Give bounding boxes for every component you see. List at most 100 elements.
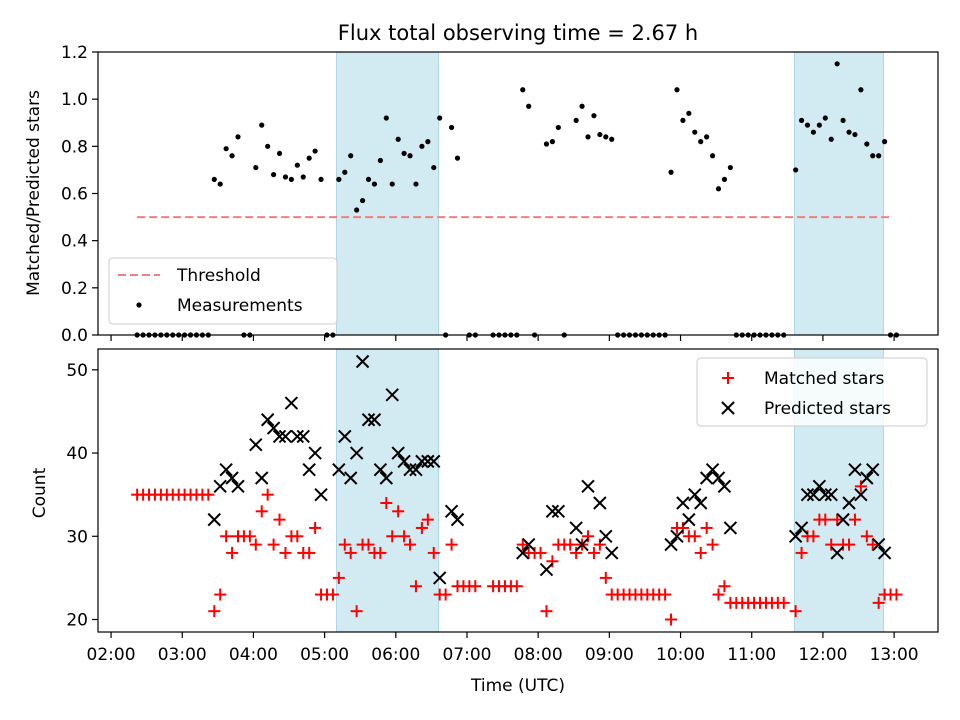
predicted-point [694,496,708,510]
matched-point [380,496,393,509]
predicted-point [344,471,358,485]
predicted-legend-label: Predicted stars [764,399,891,419]
y-tick-label: 0.8 [61,137,88,157]
measurement-point [454,155,461,161]
x-tick-label: 05:00 [300,645,349,665]
predicted-point [249,438,263,452]
measurement-point [727,164,733,171]
measurement-point [294,162,300,168]
measurement-point [365,176,372,182]
predicted-point [432,571,447,585]
measurement-point [591,113,597,119]
measurement-point [709,153,716,159]
measurement-point [834,61,840,67]
x-tick-label: 12:00 [798,645,847,665]
predicted-point [219,462,233,477]
matched-point [789,605,802,618]
measurement-point [609,136,615,142]
matched-point [599,571,612,584]
x-tick-label: 10:00 [656,645,705,665]
measurement-point [235,134,241,140]
matched-point [303,546,316,559]
matched-point [777,596,790,609]
measurement-point [259,122,265,128]
matched-point [843,538,856,551]
matched-point [712,588,725,601]
measurement-point [698,139,704,145]
matched-point [421,513,434,526]
matched-point [582,530,594,543]
measurement-point [876,153,882,159]
matched-point [404,538,417,551]
threshold-legend-label: Threshold [176,266,261,286]
predicted-point [699,471,714,485]
predicted-point [664,537,678,552]
measurement-point [603,134,609,140]
measurement-point [882,139,888,145]
predicted-point [848,462,862,477]
bottom-legend-box [696,357,928,427]
measurement-point [585,134,591,140]
measurement-point [288,176,294,182]
matched-point [261,488,274,501]
predicted-point [385,388,399,402]
predicted-point [450,512,465,527]
predicted-point [854,487,868,502]
predicted-point [314,487,328,502]
matched-point [694,546,707,559]
measurement-point [253,164,259,171]
matched-point [273,513,286,526]
predicted-point [818,487,832,502]
predicted-point [688,487,702,502]
measurement-point [342,169,348,175]
predicted-point [842,496,856,510]
matched-point [374,546,387,559]
matched-point [220,530,233,543]
matched-point [819,513,832,526]
predicted-point [551,504,566,519]
matched-point [214,588,227,601]
x-tick-label: 08:00 [514,645,563,665]
matched-point [587,546,600,559]
measurement-point [419,143,425,149]
predicted-point [788,529,803,543]
matched-point [409,580,422,593]
predicted-point [296,429,310,444]
matched-point [445,538,458,551]
measurement-point [715,186,722,192]
matched-point [866,538,879,551]
measurement-point [822,115,828,121]
predicted-point [361,413,376,427]
observing-interval-band [793,51,884,336]
chart-title: Flux total observing time = 2.67 h [338,21,698,45]
predicted-point [290,429,305,444]
matched-point [398,530,411,543]
top-x-ticks [110,335,895,341]
matched-point [309,521,322,534]
matched-point [534,546,547,559]
matched-point [516,538,529,551]
predicted-point [575,537,589,552]
y-tick-label: 0.0 [61,326,88,346]
measurement-point [543,141,550,147]
predicted-point [521,537,536,552]
measurement-point [704,134,710,140]
predicted-point [332,462,346,477]
matched-point [326,588,339,601]
predicted-point [338,429,352,444]
predicted-point [717,479,732,494]
predicted-point [794,521,809,535]
matched-point [279,546,292,559]
matched-point [676,521,689,534]
measurement-point [312,148,318,154]
matched-point [688,530,701,543]
top-legend-box [108,257,338,325]
matched-point [540,605,553,618]
measurement-point [371,181,378,187]
bottom-legend: Matched stars Predicted stars [696,357,928,427]
matched-point [291,530,304,543]
measurement-point [573,117,579,123]
x-tick-label: 13:00 [870,645,919,665]
matched-point [439,588,452,601]
predicted-point [355,354,370,369]
